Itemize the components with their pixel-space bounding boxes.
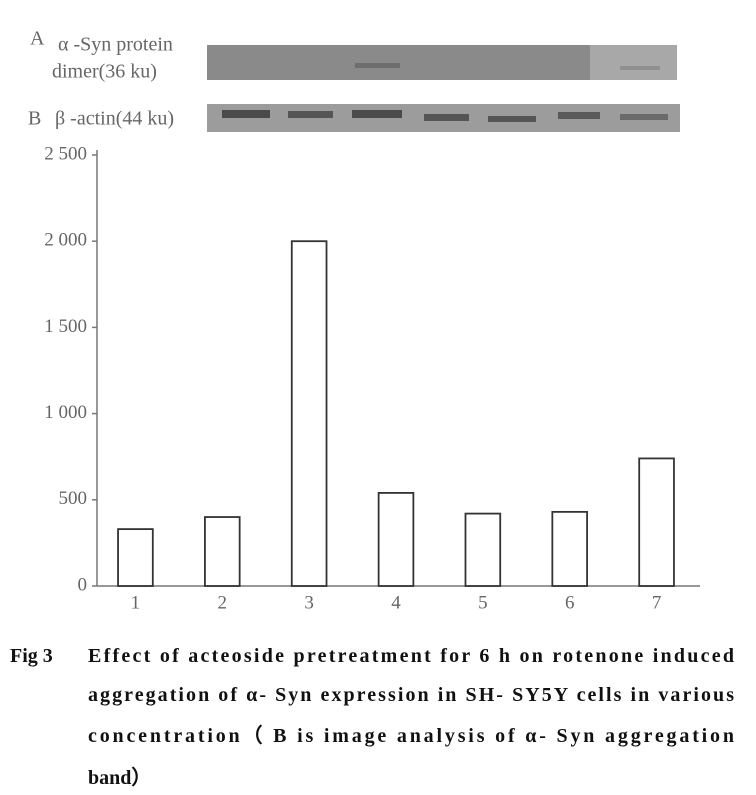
caption-label: Fig 3: [10, 645, 53, 667]
band: [352, 110, 402, 118]
x-tick-label: 5: [478, 592, 488, 613]
panel-label: β -actin(44 ku): [55, 108, 174, 130]
bar: [464, 512, 502, 587]
bar: [551, 510, 588, 587]
caption-line: aggregation of α- Syn expression in SH- …: [88, 684, 734, 706]
band: [488, 116, 536, 122]
bar: [117, 528, 154, 587]
band: [222, 110, 270, 118]
panel-letter: B: [28, 108, 41, 130]
band: [620, 114, 668, 120]
bar: [290, 240, 328, 587]
blot-a-lane7: [590, 45, 677, 80]
blot-images: [207, 45, 680, 132]
x-tick-label: 3: [304, 592, 314, 613]
band: [424, 114, 469, 121]
panel-label: α -Syn protein: [58, 34, 173, 56]
bar: [638, 457, 675, 587]
y-tick-label: 2 500: [44, 143, 87, 164]
caption-line: Effect of acteoside pretreatment for 6 h…: [88, 645, 734, 667]
x-tick-label: 6: [565, 592, 575, 613]
y-tick-label: 2 000: [44, 230, 87, 251]
band: [355, 63, 400, 68]
x-tick-label: 1: [131, 592, 141, 613]
y-tick-label: 1 500: [44, 316, 87, 337]
y-tick-label: 1 000: [44, 402, 87, 423]
x-tick-label: 7: [652, 592, 662, 613]
panel-letter: A: [30, 28, 45, 50]
caption-line: concentration（ B is image analysis of α-…: [88, 724, 734, 747]
x-tick-label: 4: [391, 592, 401, 613]
y-tick-label: 0: [78, 574, 88, 595]
band: [558, 112, 600, 119]
band: [288, 111, 333, 118]
band: [620, 66, 660, 70]
bar: [377, 492, 415, 587]
panel-label: dimer(36 ku): [52, 61, 157, 83]
bar: [204, 516, 241, 587]
y-tick-label: 500: [59, 488, 88, 509]
x-tick-label: 2: [218, 592, 228, 613]
caption-line: band）: [88, 766, 151, 789]
